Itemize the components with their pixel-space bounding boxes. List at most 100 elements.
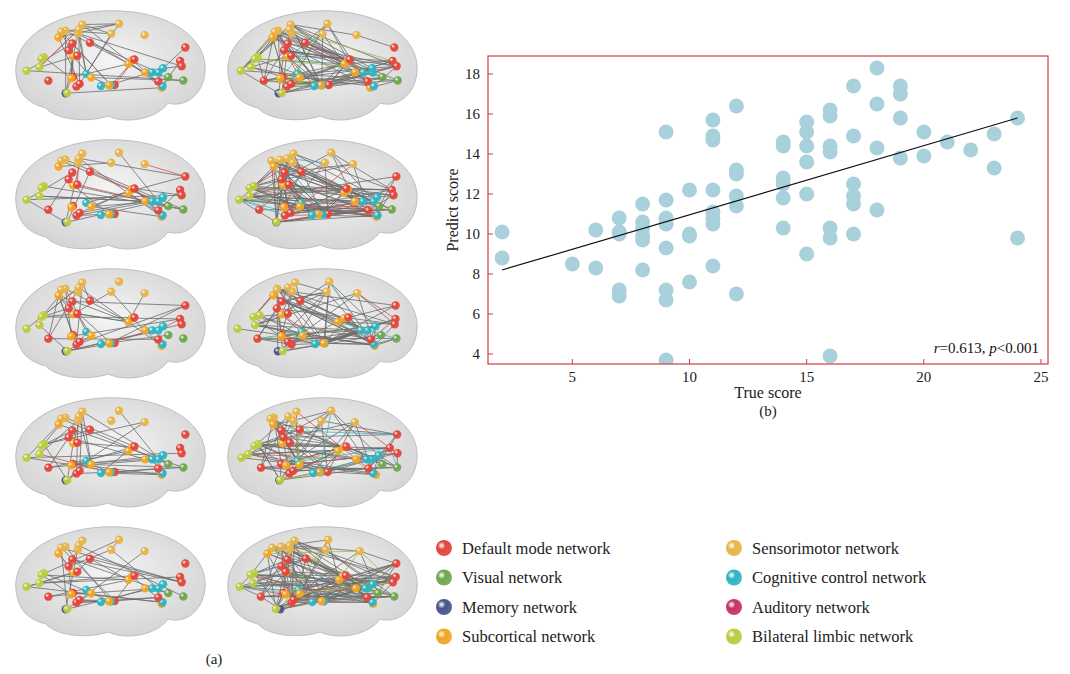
brain-node: [87, 73, 95, 81]
brain-node: [236, 66, 244, 74]
brain-node: [235, 195, 243, 203]
brain-edge: [240, 587, 284, 593]
brain-node: [320, 339, 328, 347]
brain-surface: [16, 269, 205, 378]
x-tick-label: 10: [682, 369, 697, 385]
brain-edge: [66, 160, 184, 210]
brain-edge: [39, 576, 134, 584]
brain-node: [391, 320, 399, 328]
brain-edge: [254, 317, 288, 342]
scatter-point: [705, 259, 720, 274]
brain-node: [54, 162, 62, 170]
brain-node: [22, 66, 30, 74]
brain-edge: [285, 172, 349, 189]
brain-node: [75, 25, 83, 33]
brain-node: [140, 289, 148, 297]
brain-node: [154, 335, 162, 343]
brain-edge: [267, 541, 294, 554]
brain-node: [164, 331, 172, 339]
scatter-point: [799, 125, 814, 140]
brain-edge: [254, 559, 306, 574]
brain-edge: [61, 548, 67, 609]
brain-node: [75, 338, 83, 346]
x-tick-label: 5: [569, 369, 577, 385]
scatter-point: [705, 183, 720, 198]
brain-node: [295, 460, 303, 468]
brain-edge: [77, 551, 145, 602]
brain-node: [107, 30, 115, 38]
brain-node: [352, 455, 360, 463]
brain-node: [237, 453, 245, 461]
brain-node: [375, 451, 383, 459]
brain-edge: [27, 172, 73, 199]
brain-node: [255, 205, 263, 213]
brain-edge: [295, 541, 374, 604]
brain-node: [148, 584, 156, 592]
brain-node: [353, 289, 361, 297]
figure: (a)Default mode networkSensorimotor netw…: [0, 0, 1070, 674]
brain-node: [388, 205, 396, 213]
brain-node: [181, 430, 189, 438]
brain-node: [164, 460, 172, 468]
brain-edge: [71, 455, 163, 465]
brain-node: [35, 321, 43, 329]
brain-node: [263, 549, 271, 557]
brain-node: [368, 64, 376, 72]
scatter-point: [1010, 111, 1025, 126]
legend-label: Bilateral limbic network: [752, 627, 914, 646]
brain-node: [86, 296, 94, 304]
brain-edge: [291, 25, 368, 82]
brain-edge: [27, 287, 79, 328]
brain-node: [86, 425, 94, 433]
brain-surface: [16, 527, 205, 636]
brain-node: [44, 205, 52, 213]
scatter-point: [635, 197, 650, 212]
brain-edge: [39, 325, 67, 351]
brain-node: [250, 442, 258, 450]
brain-node: [283, 555, 291, 563]
brain-edge: [284, 437, 347, 446]
brain-node: [276, 74, 284, 82]
brain-node: [154, 464, 162, 472]
brain-node: [275, 476, 283, 484]
brain-node: [177, 320, 185, 328]
brain-node: [393, 463, 401, 471]
scatter-point: [495, 251, 510, 266]
brain-node: [159, 322, 167, 330]
brain-surface: [16, 140, 205, 249]
brain-view: [228, 11, 417, 120]
brain-node: [373, 193, 381, 201]
brain-edge: [42, 316, 135, 318]
brain-edge: [241, 25, 291, 71]
brain-node: [310, 82, 318, 90]
brain-edge: [248, 411, 331, 454]
brain-edge: [145, 164, 186, 176]
legend-label: Default mode network: [462, 539, 611, 558]
brain-edge: [78, 34, 182, 67]
brain-node: [277, 543, 285, 551]
brain-node: [359, 197, 367, 205]
brain-node: [115, 20, 123, 28]
brain-node: [154, 77, 162, 85]
brain-node: [363, 593, 371, 601]
x-tick: [923, 359, 924, 364]
brain-node: [308, 598, 316, 606]
brain-edge: [300, 164, 353, 206]
y-tick-label: 4: [473, 346, 481, 362]
brain-node: [67, 203, 75, 211]
brain-edge: [119, 153, 158, 202]
scatter-point: [682, 183, 697, 198]
brain-node: [319, 30, 327, 38]
brain-node: [63, 605, 71, 613]
annotation: r=0.613, p<0.001: [934, 340, 1039, 356]
brain-node: [357, 326, 365, 334]
brain-node: [289, 596, 297, 604]
brain-node: [35, 192, 43, 200]
y-tick: [488, 154, 493, 155]
legend-label: Sensorimotor network: [752, 539, 900, 558]
brain-edge: [305, 43, 363, 73]
brain-edge: [59, 24, 119, 38]
brain-node: [327, 407, 335, 415]
brain-node: [140, 547, 148, 555]
scatter-point: [846, 227, 861, 242]
